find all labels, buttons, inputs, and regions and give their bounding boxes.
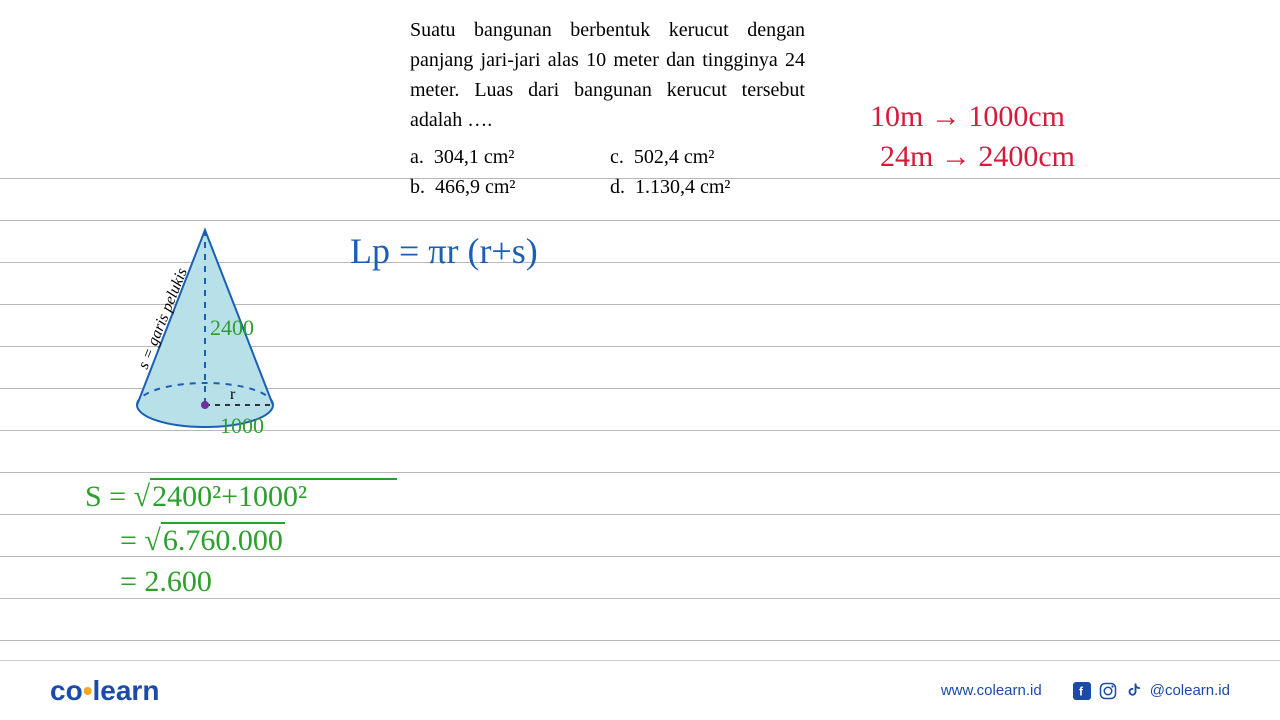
r-label: r [230, 386, 236, 403]
tiktok-icon [1124, 681, 1144, 701]
social-handle: @colearn.id [1150, 682, 1230, 699]
green-calc-3: = 2.600 [120, 565, 212, 599]
red-note-1: 10m → 1000cm [870, 100, 1065, 134]
cone-diagram: r s = garis pelukis 2400 1000 [85, 215, 315, 465]
footer-bar: co•learn www.colearn.id f @colearn.id [0, 660, 1280, 720]
option-c: c. 502,4 cm² [610, 142, 770, 172]
green-calc-2: = √6.760.000 [120, 522, 285, 558]
answer-options: a. 304,1 cm² c. 502,4 cm² b. 466,9 cm² d… [410, 142, 770, 202]
red-note-2: 24m → 2400cm [880, 140, 1075, 174]
social-links: f @colearn.id [1072, 681, 1230, 701]
instagram-icon [1098, 681, 1118, 701]
option-b: b. 466,9 cm² [410, 172, 570, 202]
problem-body: Suatu bangunan berbentuk kerucut dengan … [410, 19, 805, 131]
option-d: d. 1.130,4 cm² [610, 172, 770, 202]
green-calc-1: S = √2400²+1000² [85, 478, 397, 514]
footer-url: www.colearn.id [941, 682, 1042, 699]
blue-formula: Lp = πr (r+s) [350, 230, 538, 272]
cone-radius-label: 1000 [220, 413, 264, 438]
facebook-icon: f [1072, 681, 1092, 701]
cone-height-label: 2400 [210, 315, 254, 340]
problem-statement: Suatu bangunan berbentuk kerucut dengan … [410, 15, 805, 135]
option-a: a. 304,1 cm² [410, 142, 570, 172]
colearn-logo: co•learn [50, 675, 159, 707]
